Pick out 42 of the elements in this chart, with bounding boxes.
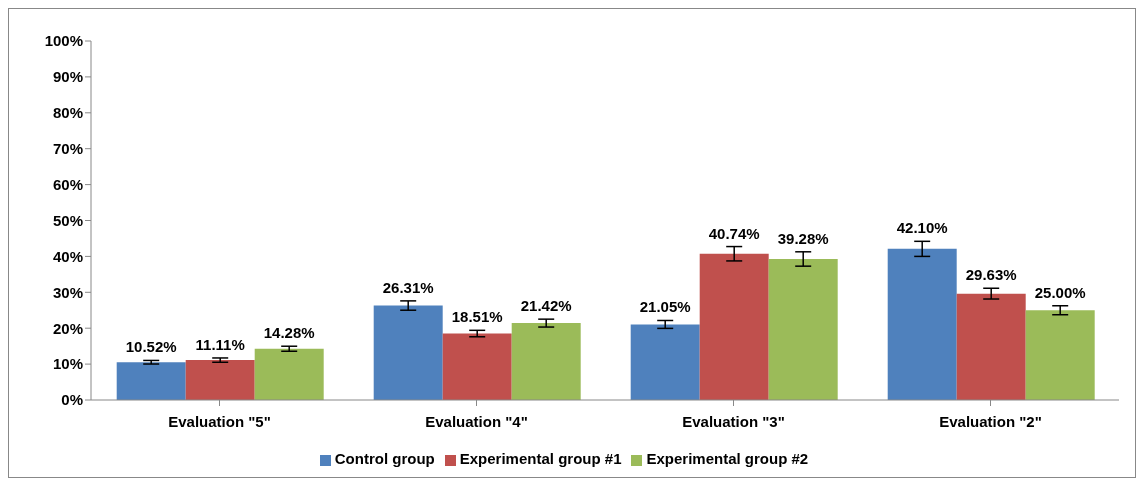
data-label: 25.00% [1034,283,1086,301]
x-tick-label: Evaluation "4" [425,412,528,430]
bar [699,253,769,400]
y-tick-label: 30% [52,283,83,301]
data-label: 39.28% [777,229,829,247]
data-label: 29.63% [965,266,1017,284]
bar [254,348,324,400]
bar [442,333,512,400]
bar [630,324,700,400]
bar [956,293,1026,400]
y-tick-label: 60% [52,175,83,193]
data-label: 40.74% [708,224,760,242]
bar [185,360,255,400]
y-tick-label: 0% [61,391,83,409]
data-label: 18.51% [451,308,503,326]
y-tick-label: 80% [52,104,83,122]
bar [116,362,186,400]
y-tick-label: 10% [52,355,83,373]
bar [768,258,838,400]
y-tick-label: 20% [52,319,83,337]
x-tick-label: Evaluation "3" [682,412,785,430]
bar [887,248,957,400]
y-tick-label: 50% [52,211,83,229]
data-label: 26.31% [382,278,434,296]
data-label: 10.52% [125,338,177,356]
y-tick-label: 40% [52,247,83,265]
data-label: 21.05% [639,298,691,316]
x-tick-label: Evaluation "2" [939,412,1042,430]
y-tick-label: 70% [52,140,83,158]
y-tick-label: 90% [52,68,83,86]
data-label: 14.28% [263,324,315,342]
y-tick-label: 100% [44,32,83,50]
bar [511,323,581,400]
bar [1025,310,1095,400]
data-label: 42.10% [896,219,948,237]
bar [373,305,443,400]
data-label: 21.42% [520,297,572,315]
legend-label: Experimental group #2 [646,450,809,467]
legend-label: Experimental group #1 [459,450,622,467]
x-tick-label: Evaluation "5" [168,412,271,430]
legend-label: Control group [334,450,435,467]
data-label: 11.11% [195,335,245,353]
